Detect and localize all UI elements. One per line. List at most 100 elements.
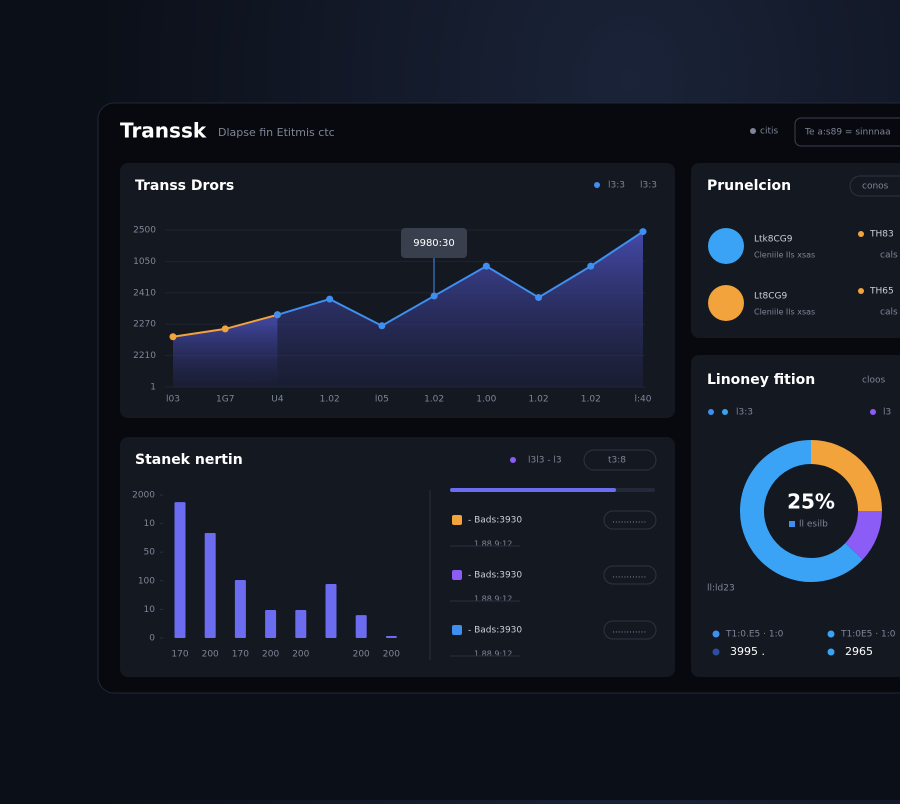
stat-label: T1:0E5 · 1:0 <box>840 630 896 640</box>
search: Te a:s89 = sinnnaa <box>804 128 891 138</box>
x-tick-label: l:40 <box>635 395 652 405</box>
x-tick-label: 200 <box>292 650 309 660</box>
point <box>535 294 543 302</box>
tag-dot <box>858 231 864 237</box>
card-title: Stanek nertin <box>135 452 243 468</box>
y-tick-label: 2270 <box>133 320 156 330</box>
item-sub: Cleniile Ils xsas <box>754 251 815 260</box>
x-tick-label: U4 <box>271 395 284 405</box>
progress <box>450 488 617 492</box>
y-tick-label: 1050 <box>133 257 156 267</box>
x-tick-label: 1.00 <box>476 395 496 405</box>
item-meta: 1.88 9:12 <box>474 595 512 604</box>
legend-dot <box>594 182 600 188</box>
stat-dot <box>827 648 835 656</box>
item-tag-sub: cals <box>880 308 898 318</box>
stat-dot <box>712 648 720 656</box>
y-tick-label: 10 <box>144 519 156 529</box>
item-meta: 1.88 9:12 <box>474 650 512 659</box>
y-tick-label: 2000 <box>132 491 155 501</box>
donut-segment <box>810 440 882 512</box>
x-tick-label: 1G7 <box>216 395 234 405</box>
point <box>587 262 595 270</box>
x-tick-label: 1.02 <box>424 395 444 405</box>
status: citis <box>760 127 778 137</box>
stat-dot <box>827 630 835 638</box>
item-button[interactable] <box>603 620 657 640</box>
subtitle: Dlapse fin Etitmis ctc <box>218 126 335 139</box>
y-tick-label: 2410 <box>133 288 156 298</box>
line <box>277 230 644 327</box>
point <box>273 311 281 319</box>
donut-center: 25% <box>787 490 835 514</box>
card-title: Prunelcion <box>707 178 791 194</box>
card-title: Linoney fition <box>707 372 815 388</box>
bar <box>295 609 307 638</box>
x-tick-label: 1.02 <box>320 395 340 405</box>
point <box>169 333 177 341</box>
area <box>277 231 643 387</box>
item-name: Ltk8CG9 <box>754 235 793 245</box>
tooltip <box>401 228 467 258</box>
card-title: Transs Drors <box>135 178 234 194</box>
x-tick-label: 170 <box>232 650 249 660</box>
button[interactable] <box>583 449 657 471</box>
item-button-label: ............ <box>612 626 646 636</box>
legend-dot <box>722 409 728 415</box>
legend-dot <box>870 409 876 415</box>
item-label: - Bads:3930 <box>468 571 522 581</box>
bar <box>355 615 367 638</box>
avatar <box>708 285 744 321</box>
area <box>173 314 278 387</box>
item-name: Lt8CG9 <box>754 292 788 302</box>
item-label: - Bads:3930 <box>468 516 522 526</box>
y-tick-label: 2500 <box>133 226 156 236</box>
donut-segment <box>740 440 863 582</box>
legend-label: l3l3 - l3 <box>528 456 562 466</box>
point <box>378 322 386 330</box>
card <box>120 437 675 677</box>
legend-dot <box>510 457 516 463</box>
bar <box>234 579 246 638</box>
item-tag-sub: cals <box>880 251 898 261</box>
status-dot <box>750 128 756 134</box>
button-label: conos <box>862 182 889 192</box>
x-tick-label: l03 <box>166 395 180 405</box>
title: Transsk <box>120 119 207 143</box>
donut-segment <box>844 510 882 560</box>
avatar <box>708 228 744 264</box>
button-label: t3:8 <box>608 456 626 466</box>
x-tick-label: l05 <box>375 395 389 405</box>
bar <box>174 502 186 638</box>
stat-dot <box>712 630 720 638</box>
item-icon <box>452 570 462 580</box>
y-tick-label: 2210 <box>133 351 156 361</box>
y-tick-label: 0 <box>149 634 155 644</box>
legend-label: l3:3 <box>640 181 657 191</box>
bar <box>385 635 397 638</box>
tag-dot <box>858 288 864 294</box>
bar <box>204 533 216 638</box>
y-tick-label: 10 <box>144 605 156 615</box>
x-tick-label: 1.02 <box>529 395 549 405</box>
item-sub: Cleniile Ils xsas <box>754 308 815 317</box>
stat-label: T1:0.E5 · 1:0 <box>725 630 784 640</box>
point <box>326 295 334 303</box>
item-button[interactable] <box>603 510 657 530</box>
x-tick-label: 200 <box>353 650 370 660</box>
item-button-label: ............ <box>612 516 646 526</box>
y-tick-label: 50 <box>144 548 156 558</box>
donut-center-sub: ll esilb <box>799 520 828 530</box>
search-box[interactable] <box>794 117 900 147</box>
point <box>482 262 490 270</box>
item-icon <box>452 515 462 525</box>
stat-value: 3995 . <box>730 645 765 658</box>
bar <box>325 583 337 638</box>
item-meta: 1.88 9:12 <box>474 540 512 549</box>
button[interactable] <box>849 175 900 197</box>
point <box>221 325 229 333</box>
item-button[interactable] <box>603 565 657 585</box>
legend-label: l3 <box>883 408 891 418</box>
